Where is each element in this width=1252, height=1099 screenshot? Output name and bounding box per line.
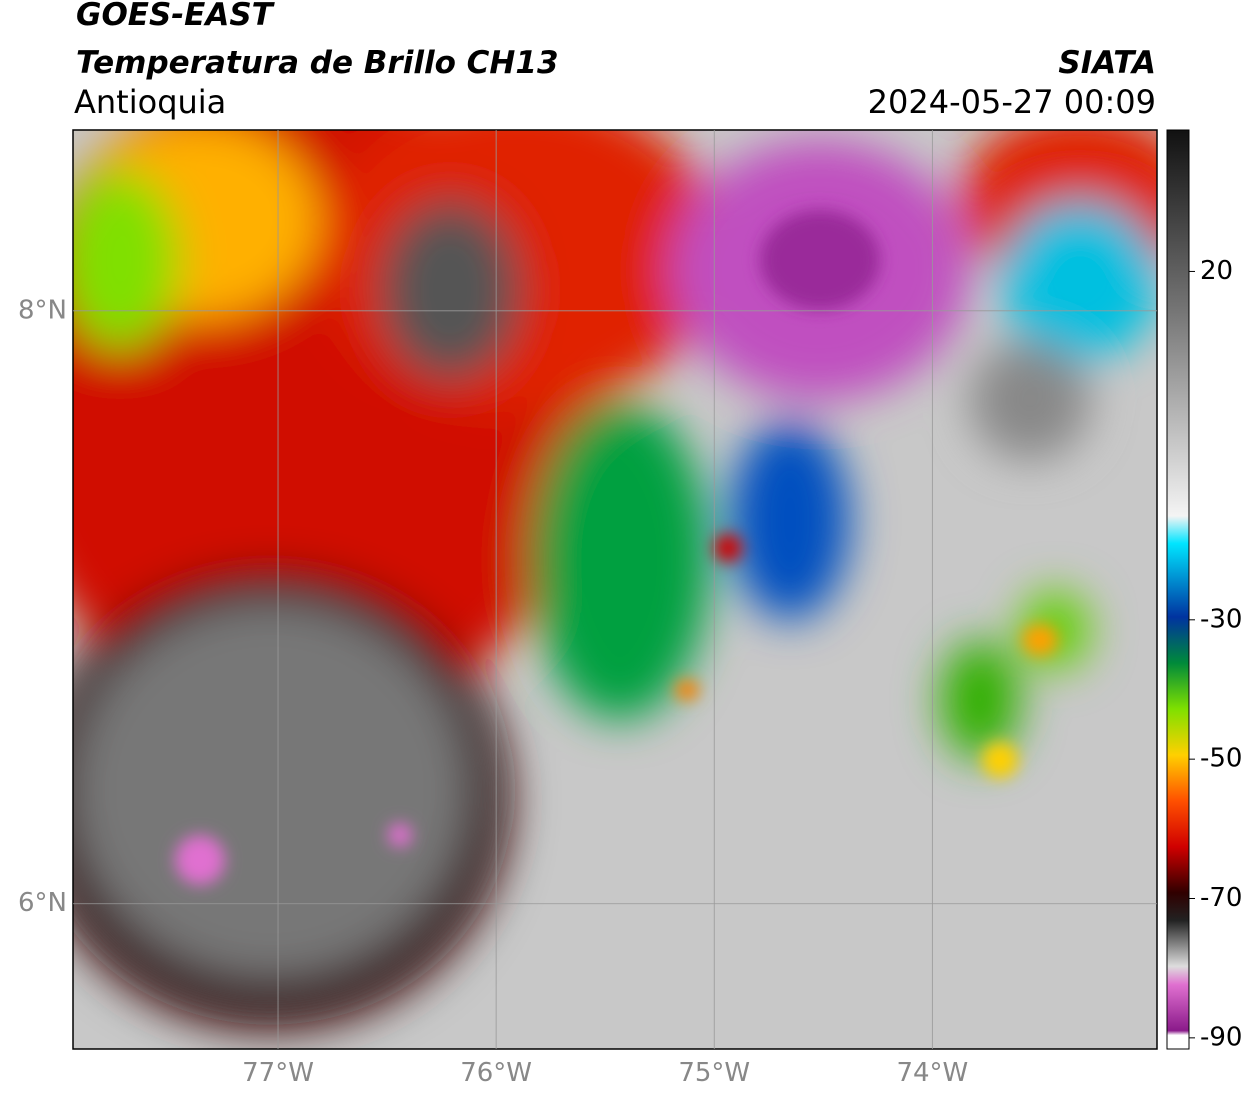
imagery [73, 130, 1157, 1049]
subtitle: Temperatura de Brillo CH13 [76, 45, 559, 81]
lon-label: 77°W [242, 1058, 314, 1088]
colorbar [1166, 129, 1190, 1050]
timestamp: 2024-05-27 00:09 [867, 83, 1156, 121]
region: Antioquia [74, 83, 227, 121]
lon-label: 74°W [896, 1058, 968, 1088]
colorbar-label: -70 [1200, 883, 1242, 913]
colorbar-label: -90 [1200, 1022, 1242, 1052]
title: GOES-EAST [76, 0, 273, 33]
colorbar-label: -30 [1200, 604, 1242, 634]
lon-label: 76°W [460, 1058, 532, 1088]
lat-label: 8°N [18, 295, 67, 325]
colorbar-label: -50 [1200, 744, 1242, 774]
source: SIATA [1058, 45, 1156, 81]
map-frame [72, 129, 1158, 1050]
lat-label: 6°N [18, 888, 67, 918]
lon-label: 75°W [678, 1058, 750, 1088]
colorbar-label: 20 [1200, 256, 1233, 286]
